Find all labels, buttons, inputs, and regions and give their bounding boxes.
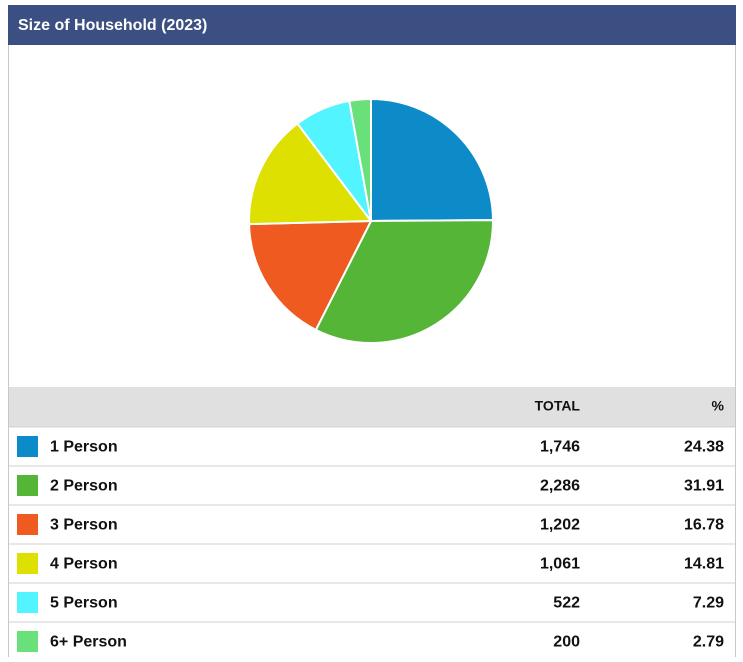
total-cell: 1,746 <box>540 439 580 456</box>
total-cell: 2,286 <box>540 478 580 495</box>
pie-slice <box>314 219 494 344</box>
percent-cell: 7.29 <box>693 595 724 612</box>
category-label: 2 Person <box>50 478 118 495</box>
category-label: 4 Person <box>50 556 118 573</box>
category-label: 1 Person <box>50 439 118 456</box>
category-label: 5 Person <box>50 595 118 612</box>
pie-slice <box>248 122 373 226</box>
legend-swatch <box>17 631 38 652</box>
chart-title: Size of Household (2023) <box>18 17 207 34</box>
legend-swatch <box>17 436 38 457</box>
percent-cell: 2.79 <box>693 634 724 651</box>
pie-slice <box>348 97 372 222</box>
total-cell: 1,202 <box>540 517 580 534</box>
percent-cell: 24.38 <box>684 439 724 456</box>
legend-swatch <box>17 475 38 496</box>
pie-slice <box>248 219 373 332</box>
category-label: 6+ Person <box>50 634 127 651</box>
column-header: TOTAL <box>535 398 581 414</box>
legend-swatch <box>17 553 38 574</box>
percent-cell: 14.81 <box>684 556 724 573</box>
header-bar <box>8 5 736 45</box>
legend-swatch <box>17 592 38 613</box>
pie-slice <box>370 97 495 223</box>
total-cell: 1,061 <box>540 556 580 573</box>
table-header <box>9 387 735 427</box>
category-label: 3 Person <box>50 517 118 534</box>
total-cell: 200 <box>553 634 580 651</box>
total-cell: 522 <box>553 595 580 612</box>
percent-cell: 16.78 <box>684 517 724 534</box>
column-header: % <box>712 398 725 414</box>
percent-cell: 31.91 <box>684 478 724 495</box>
legend-swatch <box>17 514 38 535</box>
